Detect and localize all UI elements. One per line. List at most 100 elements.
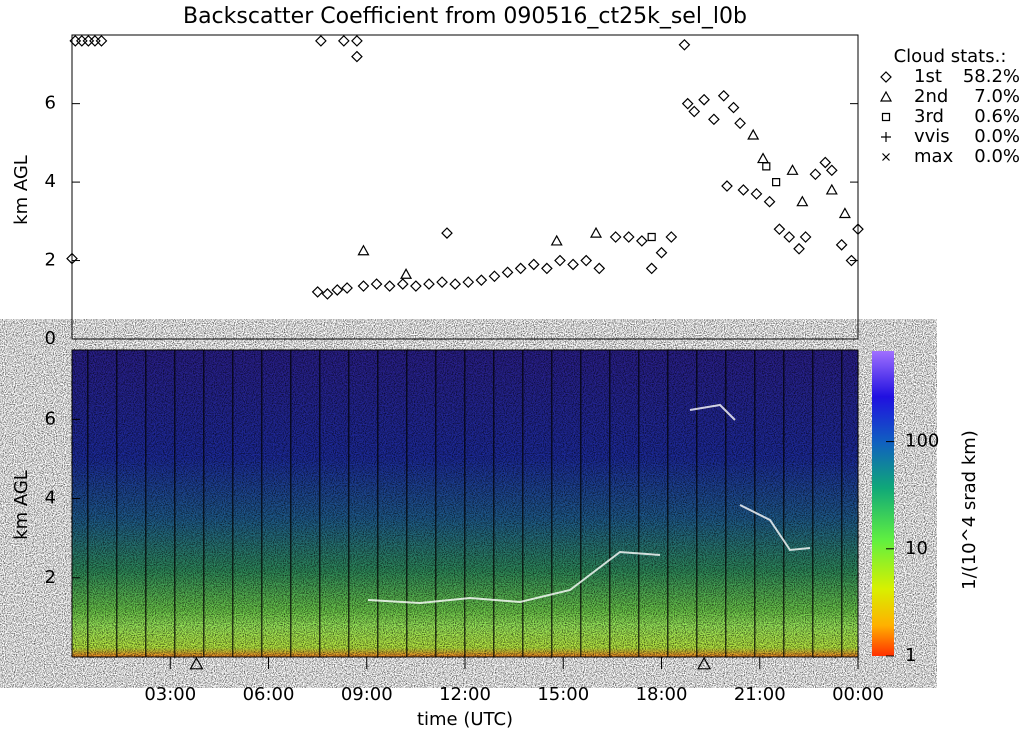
diamond-marker: [89, 35, 101, 47]
diamond-marker: [567, 258, 579, 271]
diamond-marker: [717, 89, 730, 102]
diamond-marker: [681, 97, 694, 110]
colorbar-tick-label: 1: [905, 645, 916, 666]
legend-value: 0.0%: [974, 126, 1020, 147]
y-tick-label: 6: [45, 408, 56, 429]
diamond-marker: [449, 278, 462, 290]
diamond-marker: [66, 252, 78, 265]
backscatter-image: [72, 350, 858, 657]
event-marker: [189, 656, 204, 670]
legend-label: 2nd: [914, 86, 948, 107]
diamond-marker: [423, 278, 435, 290]
diamond-marker: [819, 156, 832, 169]
diamond-marker: [351, 50, 363, 63]
x-tick-label: 09:00: [341, 684, 393, 705]
triangle-marker: [400, 268, 413, 279]
diamond-marker: [665, 231, 678, 243]
diamond-marker: [721, 180, 733, 192]
diamond-marker: [383, 280, 396, 292]
diamond-marker: [835, 239, 848, 251]
diamond-marker: [852, 223, 864, 236]
triangle-marker: [757, 152, 770, 164]
diamond-marker: [809, 168, 822, 181]
x-tick-label: 06:00: [243, 684, 295, 705]
legend-value: 0.0%: [974, 146, 1020, 167]
diamond-marker: [331, 284, 344, 296]
diamond-marker: [708, 113, 720, 126]
diamond-marker: [554, 254, 566, 267]
diamond-marker: [734, 117, 746, 130]
square-marker: [647, 232, 656, 242]
x-tick-label: 21:00: [734, 684, 786, 705]
diamond-marker: [783, 231, 796, 243]
legend-value: 58.2%: [963, 66, 1020, 87]
y-axis-label: km AGL: [11, 155, 32, 225]
square-marker: [762, 162, 771, 171]
colorbar-tick-label: 10: [905, 538, 928, 559]
legend-symbol: [880, 71, 892, 83]
x-tick-label: 18:00: [636, 684, 688, 705]
legend-label: max: [914, 146, 954, 167]
legend-symbol: [882, 153, 890, 161]
diamond-marker: [737, 184, 750, 196]
x-tick-label: 15:00: [537, 684, 589, 705]
colorbar-label: 1/(10^4 srad km): [959, 430, 980, 590]
diamond-marker: [593, 262, 606, 275]
y-axis-label: km AGL: [11, 470, 32, 540]
legend-symbol: [879, 90, 893, 102]
diamond-marker: [315, 35, 327, 47]
diamond-marker: [727, 101, 740, 114]
diamond-marker: [396, 278, 409, 290]
diamond-marker: [622, 231, 635, 243]
triangle-marker: [589, 226, 603, 238]
diamond-marker: [645, 262, 658, 275]
y-tick-label: 2: [45, 567, 56, 588]
diamond-marker: [82, 35, 95, 47]
diamond-marker: [678, 38, 691, 51]
colorbar: [872, 351, 894, 656]
legend-value: 7.0%: [974, 86, 1020, 107]
chart-title: Backscatter Coefficient from 090516_ct25…: [183, 4, 747, 29]
y-tick-label: 4: [45, 488, 56, 509]
diamond-marker: [95, 35, 108, 47]
diamond-marker: [436, 276, 448, 288]
x-tick-label: 00:00: [832, 684, 884, 705]
diamond-marker: [698, 93, 710, 106]
diamond-marker: [475, 274, 488, 287]
diamond-marker: [311, 286, 324, 298]
legend-value: 0.6%: [974, 106, 1020, 127]
x-tick-label: 12:00: [439, 684, 491, 705]
diamond-marker: [341, 282, 353, 294]
legend-label: 1st: [914, 66, 942, 87]
diamond-marker: [501, 266, 514, 279]
diamond-marker: [410, 280, 422, 292]
triangle-marker: [796, 195, 809, 207]
diamond-marker: [337, 35, 350, 47]
diamond-marker: [75, 35, 88, 47]
diamond-marker: [514, 262, 527, 275]
triangle-marker: [747, 128, 760, 140]
diamond-marker: [351, 35, 363, 47]
top-frame: [71, 34, 859, 340]
diamond-marker: [462, 276, 475, 288]
legend-symbol: [881, 112, 891, 122]
diamond-marker: [763, 195, 776, 208]
y-tick-label: 2: [45, 250, 56, 271]
diamond-marker: [580, 254, 593, 267]
legend-symbol: [881, 132, 891, 142]
triangle-marker: [550, 234, 563, 246]
colorbar-tick-label: 100: [905, 431, 939, 452]
legend-label: 3rd: [914, 106, 944, 127]
diamond-marker: [773, 223, 786, 236]
diamond-marker: [357, 280, 370, 292]
diamond-marker: [527, 258, 540, 271]
diamond-marker: [845, 254, 858, 267]
x-axis-label: time (UTC): [417, 709, 513, 730]
triangle-marker: [825, 183, 838, 195]
legend-label: vvis: [914, 126, 950, 147]
y-tick-label: 6: [45, 93, 56, 114]
triangle-marker: [786, 164, 799, 175]
diamond-marker: [636, 235, 648, 247]
diamond-marker: [609, 231, 622, 243]
